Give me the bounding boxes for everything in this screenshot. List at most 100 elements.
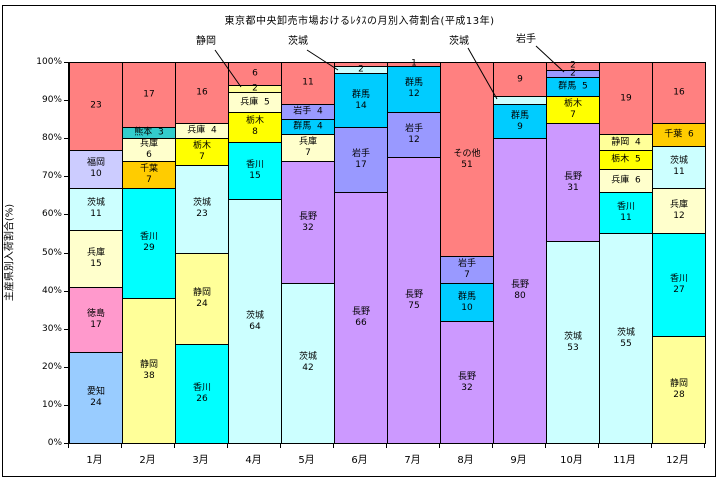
x-tick-mark xyxy=(280,444,281,448)
x-tick-label: 9月 xyxy=(510,455,527,466)
segment-香川: 香川 26 xyxy=(175,343,229,444)
segment-茨城: 茨城 23 xyxy=(175,164,229,254)
segment-岩手: 岩手 12 xyxy=(387,111,441,159)
segment-その他: 2 xyxy=(546,61,600,71)
segment-兵庫: 兵庫 15 xyxy=(69,229,123,288)
segment-label: 熊本 3 xyxy=(134,127,164,138)
segment-label: 兵庫 15 xyxy=(86,247,105,269)
y-tick-label: 20% xyxy=(41,361,62,372)
y-tick-mark xyxy=(64,100,68,102)
segment-その他: 19 xyxy=(599,62,653,136)
segment-愛知: 愛知 24 xyxy=(69,351,123,444)
y-tick-label: 40% xyxy=(41,285,62,296)
x-tick-label: 7月 xyxy=(404,455,421,466)
segment-label: 群馬 10 xyxy=(457,291,476,313)
segment-茨城: 茨城 53 xyxy=(546,241,600,444)
x-tick-mark xyxy=(598,444,599,448)
segment-栃木: 栃木 8 xyxy=(228,111,282,144)
segment-香川: 香川 29 xyxy=(122,187,176,300)
x-tick-mark xyxy=(651,444,652,448)
x-tick-mark xyxy=(545,444,546,448)
segment-label: 6 xyxy=(252,68,258,79)
segment-栃木: 栃木 7 xyxy=(546,96,600,124)
y-tick-mark xyxy=(64,62,68,63)
segment-label: 2 xyxy=(252,83,258,94)
segment-兵庫: 兵庫 4 xyxy=(175,122,229,140)
segment-茨城: 茨城 42 xyxy=(281,282,335,444)
segment-静岡: 静岡 28 xyxy=(652,336,706,444)
y-tick-mark xyxy=(64,443,68,444)
bar-3月: 香川 26 静岡 24 茨城 23 栃木 7 兵庫 4 16 xyxy=(175,62,229,444)
y-axis-title: 主産県別入荷割合(%) xyxy=(4,203,16,302)
segment-label: 長野 80 xyxy=(510,280,529,302)
segment-label: 岩手 17 xyxy=(351,148,370,170)
segment-label: 愛知 24 xyxy=(86,386,105,408)
segment-label: 1 xyxy=(411,58,417,69)
segment-label: 岩手 12 xyxy=(404,123,423,145)
callout-label-岩手: 岩手 xyxy=(516,34,536,45)
segment-香川: 香川 27 xyxy=(652,233,706,338)
x-tick-label: 10月 xyxy=(560,455,583,466)
segment-label: 長野 75 xyxy=(404,289,423,311)
segment-千葉: 千葉 7 xyxy=(122,161,176,189)
segment-label: 香川 11 xyxy=(616,202,635,223)
x-tick-label: 11月 xyxy=(613,455,636,466)
y-tick-mark xyxy=(64,176,68,178)
bar-9月: 長野 80 群馬 9 9 xyxy=(493,62,547,444)
bar-4月: 茨城 64 香川 15 栃木 8 兵庫 5 2 6 xyxy=(228,62,282,444)
y-tick-label: 100% xyxy=(36,57,62,67)
segment-label: 茨城 11 xyxy=(86,198,105,220)
segment-長野: 長野 32 xyxy=(281,161,335,284)
y-tick-label: 90% xyxy=(41,95,62,106)
segment-その他: 6 xyxy=(228,62,282,86)
segment-label: 茨城 23 xyxy=(192,198,211,220)
segment-岩手: 岩手 4 xyxy=(281,103,335,121)
segment-その他: 16 xyxy=(175,62,229,124)
segment-label: 静岡 28 xyxy=(669,379,688,401)
segment-label: 徳島 17 xyxy=(86,308,105,330)
segment-label: 千葉 6 xyxy=(664,129,694,140)
y-tick-mark xyxy=(64,404,68,406)
bar-2月: 静岡 38 香川 29 千葉 7 兵庫 6 熊本 3 17 xyxy=(122,62,176,444)
segment-label: 群馬 12 xyxy=(404,78,423,100)
segment-その他: 9 xyxy=(493,62,547,98)
x-tick-mark xyxy=(227,444,228,448)
x-tick-mark xyxy=(704,444,705,448)
segment-label: 16 xyxy=(196,87,208,98)
segment-その他: その他 51 xyxy=(440,62,494,258)
segment-兵庫: 兵庫 6 xyxy=(599,168,653,193)
x-tick-label: 1月 xyxy=(86,455,103,466)
x-tick-mark xyxy=(439,444,440,448)
segment-label: 千葉 7 xyxy=(139,163,158,185)
segment-label: 23 xyxy=(90,100,102,111)
segment-茨城 xyxy=(493,96,547,105)
bar-5月: 茨城 42 長野 32 兵庫 7 群馬 4 岩手 4 11 xyxy=(281,62,335,444)
segment-静岡: 静岡 24 xyxy=(175,252,229,345)
segment-香川: 香川 15 xyxy=(228,142,282,201)
segment-長野: 長野 75 xyxy=(387,157,441,444)
segment-群馬: 群馬 12 xyxy=(387,65,441,113)
bar-12月: 静岡 28 香川 27 兵庫 12 茨城 11 千葉 6 16 xyxy=(652,62,706,444)
segment-label: その他 51 xyxy=(453,148,481,170)
segment-群馬: 群馬 4 xyxy=(281,119,335,136)
x-tick-mark xyxy=(492,444,493,448)
segment-label: 長野 66 xyxy=(351,306,370,328)
segment-label: 9 xyxy=(517,74,523,85)
segment-label: 2 xyxy=(570,68,576,79)
segment-label: 茨城 53 xyxy=(563,331,582,353)
segment-label: 栃木 5 xyxy=(611,154,641,165)
y-tick-mark xyxy=(64,252,68,254)
chart-border xyxy=(2,5,716,477)
segment-長野: 長野 80 xyxy=(493,138,547,444)
x-tick-label: 5月 xyxy=(298,455,315,466)
segment-兵庫: 兵庫 7 xyxy=(281,134,335,163)
segment-福岡: 福岡 10 xyxy=(69,149,123,189)
segment-熊本: 熊本 3 xyxy=(122,126,176,140)
segment-栃木: 栃木 7 xyxy=(175,138,229,166)
segment-label: 香川 27 xyxy=(669,274,688,296)
x-tick-label: 3月 xyxy=(192,455,209,466)
y-tick-mark xyxy=(64,290,68,292)
bar-1月: 愛知 24 徳島 17 兵庫 15 茨城 11 福岡 10 23 xyxy=(69,62,123,444)
segment-label: 兵庫 5 xyxy=(240,97,270,107)
